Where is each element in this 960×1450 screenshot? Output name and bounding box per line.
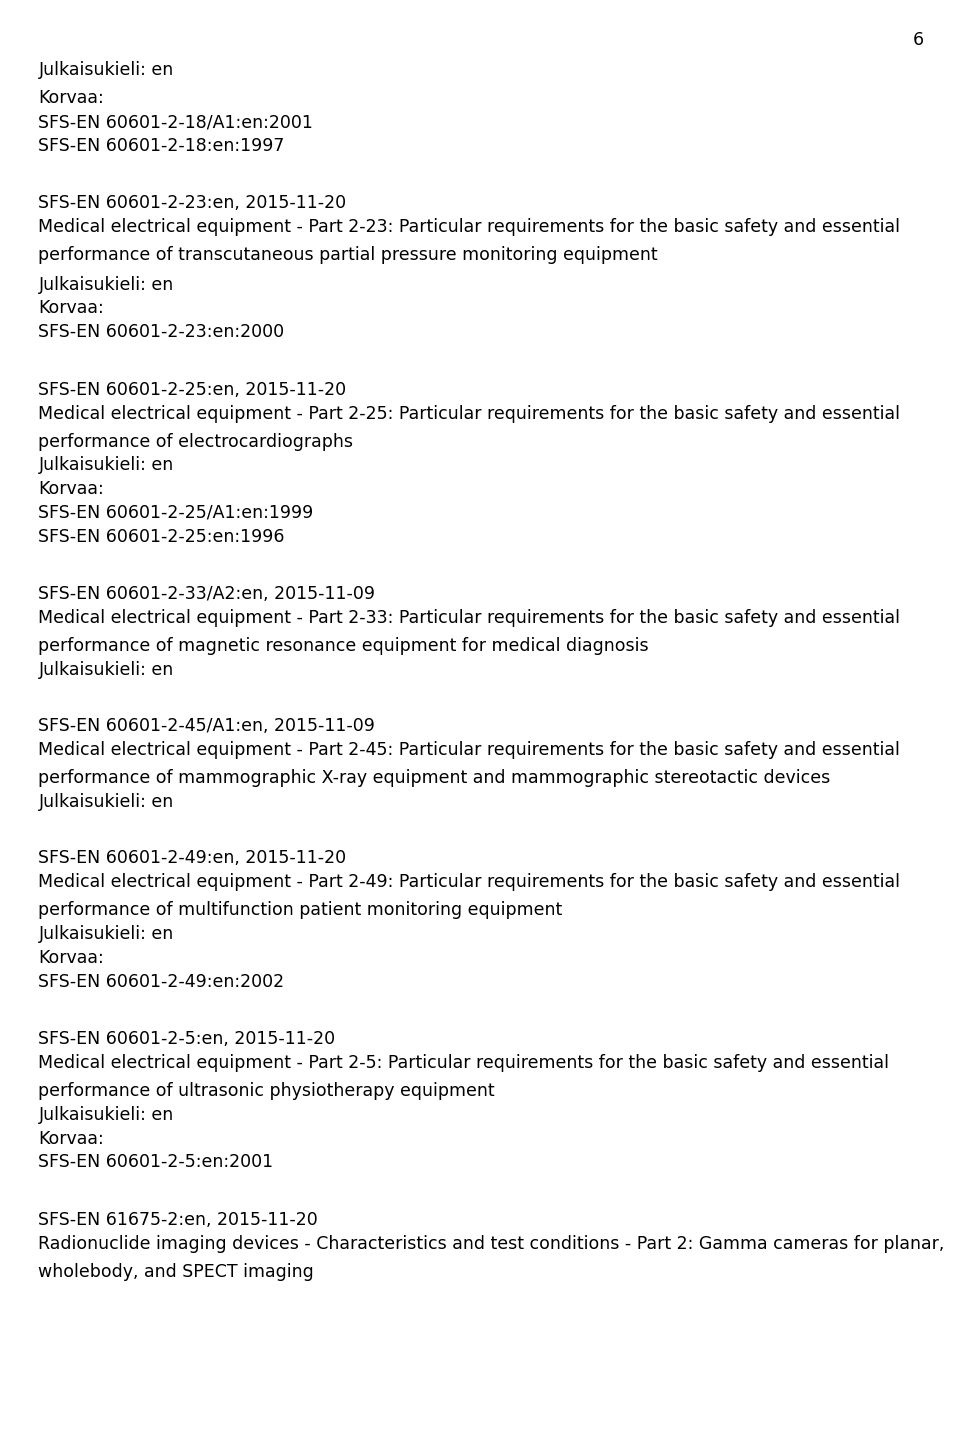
Text: SFS-EN 60601-2-25:en, 2015-11-20: SFS-EN 60601-2-25:en, 2015-11-20 xyxy=(38,381,347,399)
Text: Medical electrical equipment - Part 2-25: Particular requirements for the basic : Medical electrical equipment - Part 2-25… xyxy=(38,405,900,422)
Text: performance of magnetic resonance equipment for medical diagnosis: performance of magnetic resonance equipm… xyxy=(38,638,649,655)
Text: Medical electrical equipment - Part 2-45: Particular requirements for the basic : Medical electrical equipment - Part 2-45… xyxy=(38,741,900,758)
Text: Korvaa:: Korvaa: xyxy=(38,90,104,107)
Text: SFS-EN 61675-2:en, 2015-11-20: SFS-EN 61675-2:en, 2015-11-20 xyxy=(38,1211,318,1228)
Text: SFS-EN 60601-2-49:en, 2015-11-20: SFS-EN 60601-2-49:en, 2015-11-20 xyxy=(38,850,347,867)
Text: SFS-EN 60601-2-5:en, 2015-11-20: SFS-EN 60601-2-5:en, 2015-11-20 xyxy=(38,1030,336,1048)
Text: Medical electrical equipment - Part 2-33: Particular requirements for the basic : Medical electrical equipment - Part 2-33… xyxy=(38,609,900,626)
Text: SFS-EN 60601-2-45/A1:en, 2015-11-09: SFS-EN 60601-2-45/A1:en, 2015-11-09 xyxy=(38,716,375,735)
Text: performance of multifunction patient monitoring equipment: performance of multifunction patient mon… xyxy=(38,900,563,919)
Text: Julkaisukieli: en: Julkaisukieli: en xyxy=(38,661,174,679)
Text: SFS-EN 60601-2-18:en:1997: SFS-EN 60601-2-18:en:1997 xyxy=(38,138,285,155)
Text: performance of electrocardiographs: performance of electrocardiographs xyxy=(38,432,353,451)
Text: Medical electrical equipment - Part 2-23: Particular requirements for the basic : Medical electrical equipment - Part 2-23… xyxy=(38,218,900,236)
Text: SFS-EN 60601-2-23:en, 2015-11-20: SFS-EN 60601-2-23:en, 2015-11-20 xyxy=(38,194,347,212)
Text: Medical electrical equipment - Part 2-49: Particular requirements for the basic : Medical electrical equipment - Part 2-49… xyxy=(38,873,900,890)
Text: Julkaisukieli: en: Julkaisukieli: en xyxy=(38,276,174,293)
Text: Julkaisukieli: en: Julkaisukieli: en xyxy=(38,455,174,474)
Text: performance of ultrasonic physiotherapy equipment: performance of ultrasonic physiotherapy … xyxy=(38,1082,495,1101)
Text: Julkaisukieli: en: Julkaisukieli: en xyxy=(38,61,174,78)
Text: Radionuclide imaging devices - Characteristics and test conditions - Part 2: Gam: Radionuclide imaging devices - Character… xyxy=(38,1235,945,1253)
Text: SFS-EN 60601-2-23:en:2000: SFS-EN 60601-2-23:en:2000 xyxy=(38,323,284,341)
Text: Korvaa:: Korvaa: xyxy=(38,300,104,318)
Text: Korvaa:: Korvaa: xyxy=(38,1130,104,1147)
Text: Korvaa:: Korvaa: xyxy=(38,480,104,497)
Text: Medical electrical equipment - Part 2-5: Particular requirements for the basic s: Medical electrical equipment - Part 2-5:… xyxy=(38,1054,889,1072)
Text: SFS-EN 60601-2-33/A2:en, 2015-11-09: SFS-EN 60601-2-33/A2:en, 2015-11-09 xyxy=(38,584,375,603)
Text: wholebody, and SPECT imaging: wholebody, and SPECT imaging xyxy=(38,1263,314,1280)
Text: Julkaisukieli: en: Julkaisukieli: en xyxy=(38,793,174,811)
Text: Julkaisukieli: en: Julkaisukieli: en xyxy=(38,1105,174,1124)
Text: 6: 6 xyxy=(912,32,924,49)
Text: SFS-EN 60601-2-25/A1:en:1999: SFS-EN 60601-2-25/A1:en:1999 xyxy=(38,503,314,522)
Text: performance of mammographic X-ray equipment and mammographic stereotactic device: performance of mammographic X-ray equipm… xyxy=(38,768,830,787)
Text: performance of transcutaneous partial pressure monitoring equipment: performance of transcutaneous partial pr… xyxy=(38,247,658,264)
Text: SFS-EN 60601-2-49:en:2002: SFS-EN 60601-2-49:en:2002 xyxy=(38,973,284,990)
Text: SFS-EN 60601-2-5:en:2001: SFS-EN 60601-2-5:en:2001 xyxy=(38,1154,274,1172)
Text: SFS-EN 60601-2-25:en:1996: SFS-EN 60601-2-25:en:1996 xyxy=(38,528,285,545)
Text: Julkaisukieli: en: Julkaisukieli: en xyxy=(38,925,174,942)
Text: Korvaa:: Korvaa: xyxy=(38,950,104,967)
Text: SFS-EN 60601-2-18/A1:en:2001: SFS-EN 60601-2-18/A1:en:2001 xyxy=(38,113,313,130)
